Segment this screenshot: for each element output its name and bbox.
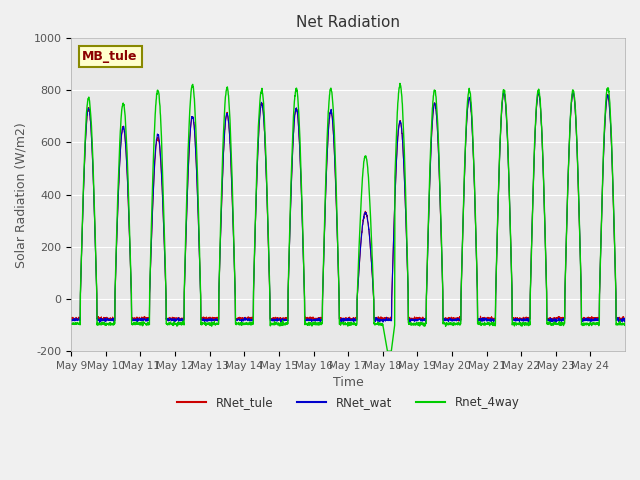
RNet_tule [547, 314, 554, 320]
RNet_wat [123, 163, 131, 169]
RNet_tule [67, 315, 75, 321]
Line: Rnet_4way: Rnet_4way [71, 84, 625, 351]
Line: RNet_wat: RNet_wat [71, 93, 625, 323]
RNet_wat [243, 317, 250, 323]
RNet_tule [242, 317, 250, 323]
RNet_wat [515, 316, 523, 322]
RNet_tule [515, 316, 523, 322]
RNet_tule [534, 89, 542, 95]
RNet_wat [96, 320, 104, 325]
Rnet_4way [67, 321, 75, 326]
Text: MB_tule: MB_tule [83, 50, 138, 63]
RNet_wat [381, 317, 389, 323]
RNet_tule [614, 314, 621, 320]
Line: RNet_tule: RNet_tule [71, 92, 625, 321]
RNet_wat [614, 316, 621, 322]
RNet_tule [621, 316, 629, 322]
X-axis label: Time: Time [333, 376, 364, 389]
Y-axis label: Solar Radiation (W/m2): Solar Radiation (W/m2) [15, 122, 28, 267]
RNet_tule [455, 318, 463, 324]
Rnet_4way [621, 320, 629, 325]
Legend: RNet_tule, RNet_wat, Rnet_4way: RNet_tule, RNet_wat, Rnet_4way [172, 392, 524, 414]
RNet_wat [621, 317, 629, 323]
Rnet_4way [383, 348, 391, 354]
Rnet_4way [123, 139, 131, 145]
Rnet_4way [242, 320, 250, 325]
Rnet_4way [547, 321, 554, 326]
Rnet_4way [396, 81, 404, 86]
RNet_wat [569, 90, 577, 96]
RNet_tule [381, 315, 389, 321]
RNet_tule [123, 158, 131, 164]
Rnet_4way [515, 321, 523, 327]
RNet_wat [67, 317, 75, 323]
RNet_wat [547, 319, 554, 324]
Rnet_4way [381, 336, 389, 342]
Title: Net Radiation: Net Radiation [296, 15, 400, 30]
Rnet_4way [614, 321, 621, 326]
